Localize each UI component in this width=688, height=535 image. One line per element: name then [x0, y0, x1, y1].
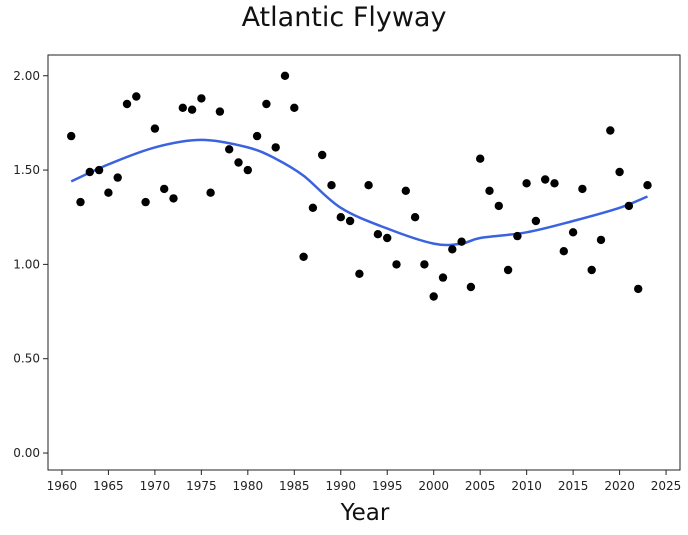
y-axis-ticks: 0.00 0.50 1.00 1.50 2.00: [13, 69, 48, 460]
data-point: [206, 188, 215, 197]
data-point: [141, 197, 150, 207]
data-point: [113, 173, 122, 182]
data-point: [643, 181, 652, 190]
x-axis-ticks: 1960 1965 1970 1975 1980 1985 1990 1995 2000 2005…: [47, 470, 682, 493]
data-point: [420, 260, 429, 269]
x-tick-label: 2025: [651, 479, 682, 493]
x-tick-label: 1980: [233, 479, 264, 493]
data-point: [494, 201, 503, 211]
data-point: [104, 188, 113, 197]
x-tick-label: 1975: [186, 479, 217, 493]
data-point: [85, 167, 95, 177]
x-tick-label: 2015: [558, 479, 589, 493]
data-point: [252, 131, 262, 141]
data-point: [615, 167, 624, 177]
data-point: [355, 269, 364, 278]
data-point: [531, 216, 541, 226]
data-point: [606, 126, 615, 135]
y-tick-label: 2.00: [13, 69, 40, 83]
data-point: [67, 131, 76, 141]
data-point: [503, 265, 513, 275]
data-point: [327, 181, 336, 190]
data-point: [280, 71, 290, 81]
data-point: [187, 105, 197, 114]
data-point: [364, 181, 373, 190]
data-point: [290, 103, 299, 113]
data-point: [215, 107, 225, 116]
data-point: [513, 231, 522, 241]
data-point: [485, 186, 494, 195]
data-point: [541, 175, 550, 184]
data-point: [634, 284, 643, 294]
data-point: [596, 235, 606, 245]
y-tick-label: 0.00: [13, 446, 40, 460]
data-point: [225, 145, 234, 154]
data-point: [448, 245, 457, 254]
x-tick-label: 2020: [604, 479, 635, 493]
data-point: [587, 265, 596, 275]
data-point: [308, 203, 318, 212]
data-point: [559, 247, 568, 256]
x-axis-title: Year: [340, 500, 390, 526]
x-tick-label: 1985: [279, 479, 310, 493]
data-point: [178, 103, 187, 113]
data-point: [578, 184, 587, 194]
data-point: [234, 158, 243, 167]
data-point: [457, 237, 466, 246]
data-point: [262, 99, 271, 109]
y-tick-label: 1.00: [13, 257, 40, 271]
x-tick-label: 1970: [140, 479, 171, 493]
data-point: [476, 154, 485, 163]
y-tick-label: 1.50: [13, 163, 40, 177]
data-point: [466, 282, 476, 292]
data-point: [76, 197, 85, 207]
x-tick-label: 1990: [325, 479, 356, 493]
x-tick-label: 2000: [418, 479, 449, 493]
data-points: [67, 71, 652, 301]
y-tick-label: 0.50: [13, 352, 40, 366]
data-point: [438, 273, 448, 282]
data-point: [243, 165, 252, 175]
trend-line: [70, 138, 648, 247]
data-point: [624, 201, 634, 211]
data-point: [271, 143, 280, 152]
data-point: [522, 179, 531, 188]
data-point: [336, 213, 345, 222]
x-tick-label: 2005: [465, 479, 496, 493]
data-point: [197, 94, 206, 103]
data-point: [122, 99, 132, 109]
data-point: [429, 292, 438, 301]
chart-title: Atlantic Flyway: [241, 2, 447, 33]
x-tick-label: 1965: [93, 479, 124, 493]
plot-frame: [47, 54, 681, 471]
data-point: [132, 92, 141, 101]
data-point: [299, 252, 308, 261]
data-point: [318, 150, 327, 160]
x-tick-label: 1960: [47, 479, 78, 493]
data-point: [169, 194, 178, 203]
data-point: [401, 186, 410, 195]
data-point: [345, 216, 355, 226]
data-point: [383, 233, 392, 243]
data-point: [373, 230, 383, 239]
data-point: [410, 213, 420, 222]
x-tick-label: 1995: [372, 479, 403, 493]
data-point: [392, 260, 401, 269]
data-point: [568, 228, 578, 237]
data-point: [150, 124, 160, 133]
data-point: [550, 179, 559, 188]
data-point: [160, 184, 169, 194]
x-tick-label: 2010: [511, 479, 542, 493]
data-point: [94, 165, 104, 175]
